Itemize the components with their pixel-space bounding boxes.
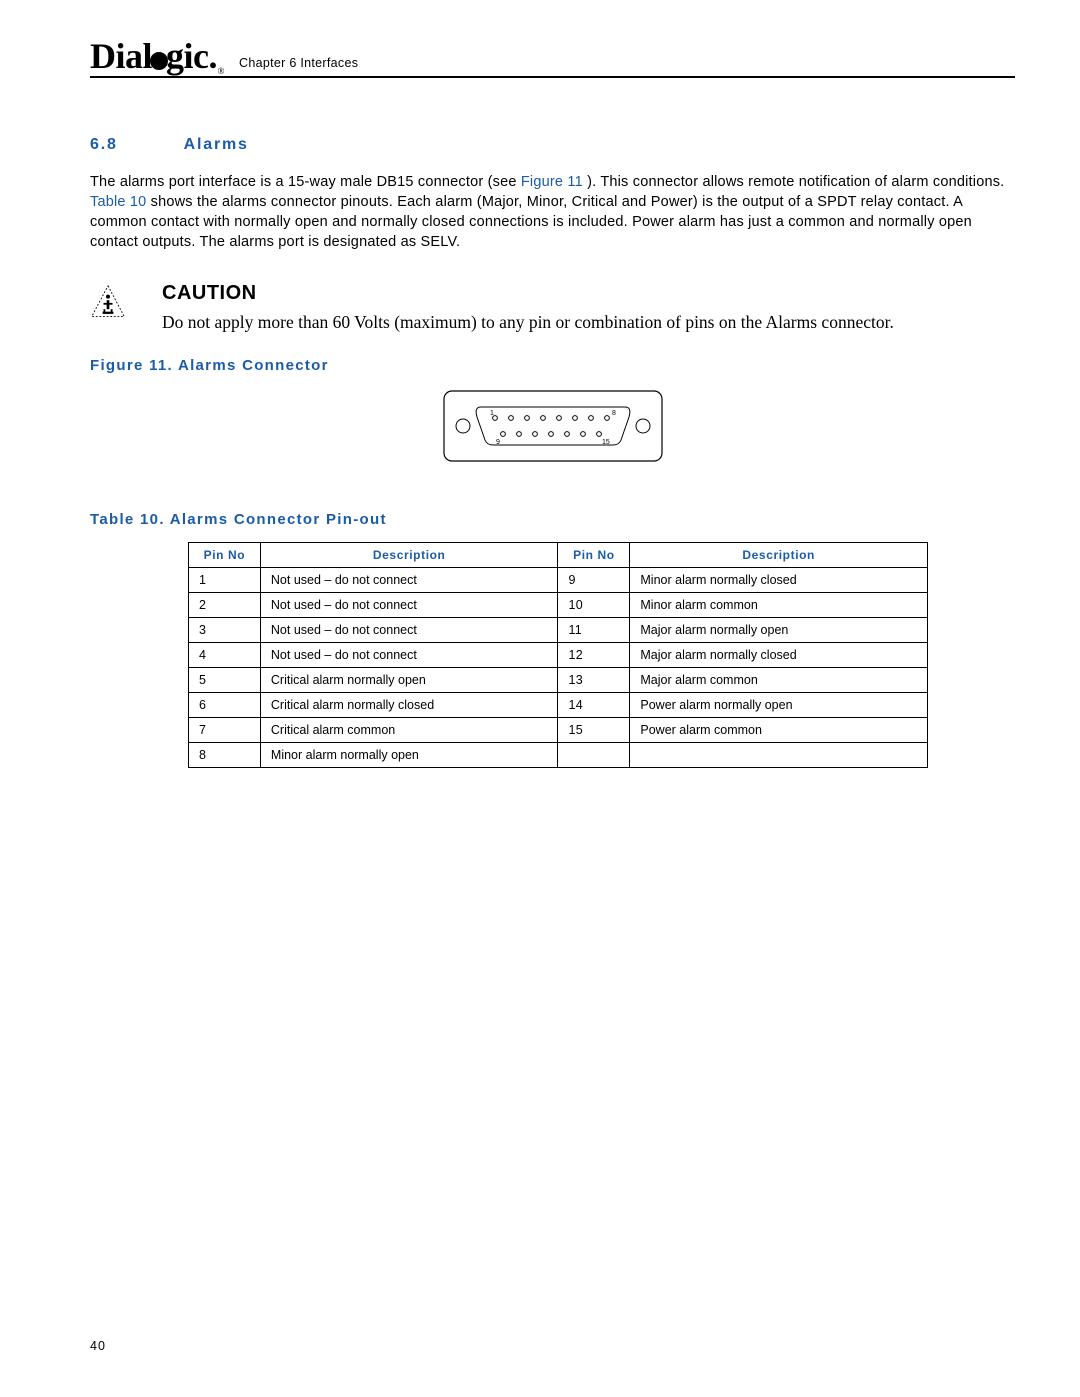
db15-connector-diagram: 1 8 9 15 (443, 390, 663, 462)
cell-pin: 9 (558, 567, 630, 592)
table-row: 8 Minor alarm normally open (189, 742, 928, 767)
table-header-row: Pin No Description Pin No Description (189, 542, 928, 567)
caution-block: CAUTION Do not apply more than 60 Volts … (90, 282, 1015, 335)
brand-period-wrap: . ® (209, 38, 218, 74)
pinout-table: Pin No Description Pin No Description 1 … (188, 542, 928, 768)
figure-link[interactable]: Figure 11 (521, 174, 583, 190)
cell-desc: Minor alarm common (630, 592, 928, 617)
table-body: 1 Not used – do not connect 9 Minor alar… (189, 567, 928, 767)
body-text-c: shows the alarms connector pinouts. Each… (90, 194, 972, 250)
page-number: 40 (90, 1339, 106, 1353)
cell-desc: Power alarm common (630, 717, 928, 742)
brand-prefix: Dial (90, 38, 152, 74)
table-row: 4 Not used – do not connect 12 Major ala… (189, 642, 928, 667)
cell-desc: Not used – do not connect (260, 592, 558, 617)
pin-label-9: 9 (496, 439, 500, 446)
caution-heading: CAUTION (162, 282, 894, 305)
cell-desc: Not used – do not connect (260, 642, 558, 667)
table-row: 1 Not used – do not connect 9 Minor alar… (189, 567, 928, 592)
th-pin-2: Pin No (558, 542, 630, 567)
cell-pin: 7 (189, 717, 261, 742)
caution-text: Do not apply more than 60 Volts (maximum… (162, 311, 894, 335)
cell-desc: Critical alarm normally open (260, 667, 558, 692)
th-pin-1: Pin No (189, 542, 261, 567)
section-title: Alarms (184, 136, 249, 154)
table-row: 2 Not used – do not connect 10 Minor ala… (189, 592, 928, 617)
pin-label-8: 8 (612, 410, 616, 417)
cell-desc: Major alarm normally open (630, 617, 928, 642)
chapter-reference: Chapter 6 Interfaces (239, 56, 358, 74)
cell-pin: 13 (558, 667, 630, 692)
table-row: 7 Critical alarm common 15 Power alarm c… (189, 717, 928, 742)
cell-desc: Critical alarm normally closed (260, 692, 558, 717)
brand-suffix: gic (166, 38, 208, 74)
cell-desc: Not used – do not connect (260, 617, 558, 642)
caution-content: CAUTION Do not apply more than 60 Volts … (162, 282, 894, 335)
body-text-b: ). This connector allows remote notifica… (587, 174, 1004, 190)
table-row: 3 Not used – do not connect 11 Major ala… (189, 617, 928, 642)
cell-desc: Critical alarm common (260, 717, 558, 742)
table-link[interactable]: Table 10 (90, 194, 146, 210)
cell-pin: 3 (189, 617, 261, 642)
cell-pin: 1 (189, 567, 261, 592)
page-header: Dial gic . ® Chapter 6 Interfaces (90, 38, 1015, 78)
table-row: 5 Critical alarm normally open 13 Major … (189, 667, 928, 692)
cell-pin: 4 (189, 642, 261, 667)
cell-desc: Minor alarm normally closed (630, 567, 928, 592)
brand-logo: Dial gic . ® (90, 38, 217, 74)
cell-desc (630, 742, 928, 767)
cell-desc: Power alarm normally open (630, 692, 928, 717)
caution-icon (90, 284, 126, 325)
cell-pin: 6 (189, 692, 261, 717)
th-desc-1: Description (260, 542, 558, 567)
cell-pin (558, 742, 630, 767)
body-text-a: The alarms port interface is a 15-way ma… (90, 174, 521, 190)
cell-desc: Major alarm normally closed (630, 642, 928, 667)
cell-pin: 8 (189, 742, 261, 767)
brand-period: . (209, 36, 218, 76)
table-row: 6 Critical alarm normally closed 14 Powe… (189, 692, 928, 717)
cell-pin: 15 (558, 717, 630, 742)
th-desc-2: Description (630, 542, 928, 567)
body-paragraph: The alarms port interface is a 15-way ma… (90, 172, 1015, 252)
brand-bullet-icon (150, 52, 168, 70)
cell-desc: Major alarm common (630, 667, 928, 692)
cell-pin: 2 (189, 592, 261, 617)
registered-icon: ® (218, 67, 224, 76)
pin-label-1: 1 (490, 410, 494, 417)
cell-pin: 5 (189, 667, 261, 692)
pin-label-15: 15 (602, 439, 610, 446)
section-heading: 6.8 Alarms (90, 136, 1015, 154)
figure-area: 1 8 9 15 (90, 390, 1015, 467)
figure-caption: Figure 11. Alarms Connector (90, 357, 1015, 374)
cell-pin: 14 (558, 692, 630, 717)
table-caption: Table 10. Alarms Connector Pin-out (90, 511, 1015, 528)
section-number: 6.8 (90, 136, 118, 154)
cell-pin: 10 (558, 592, 630, 617)
cell-desc: Minor alarm normally open (260, 742, 558, 767)
cell-pin: 11 (558, 617, 630, 642)
cell-pin: 12 (558, 642, 630, 667)
cell-desc: Not used – do not connect (260, 567, 558, 592)
